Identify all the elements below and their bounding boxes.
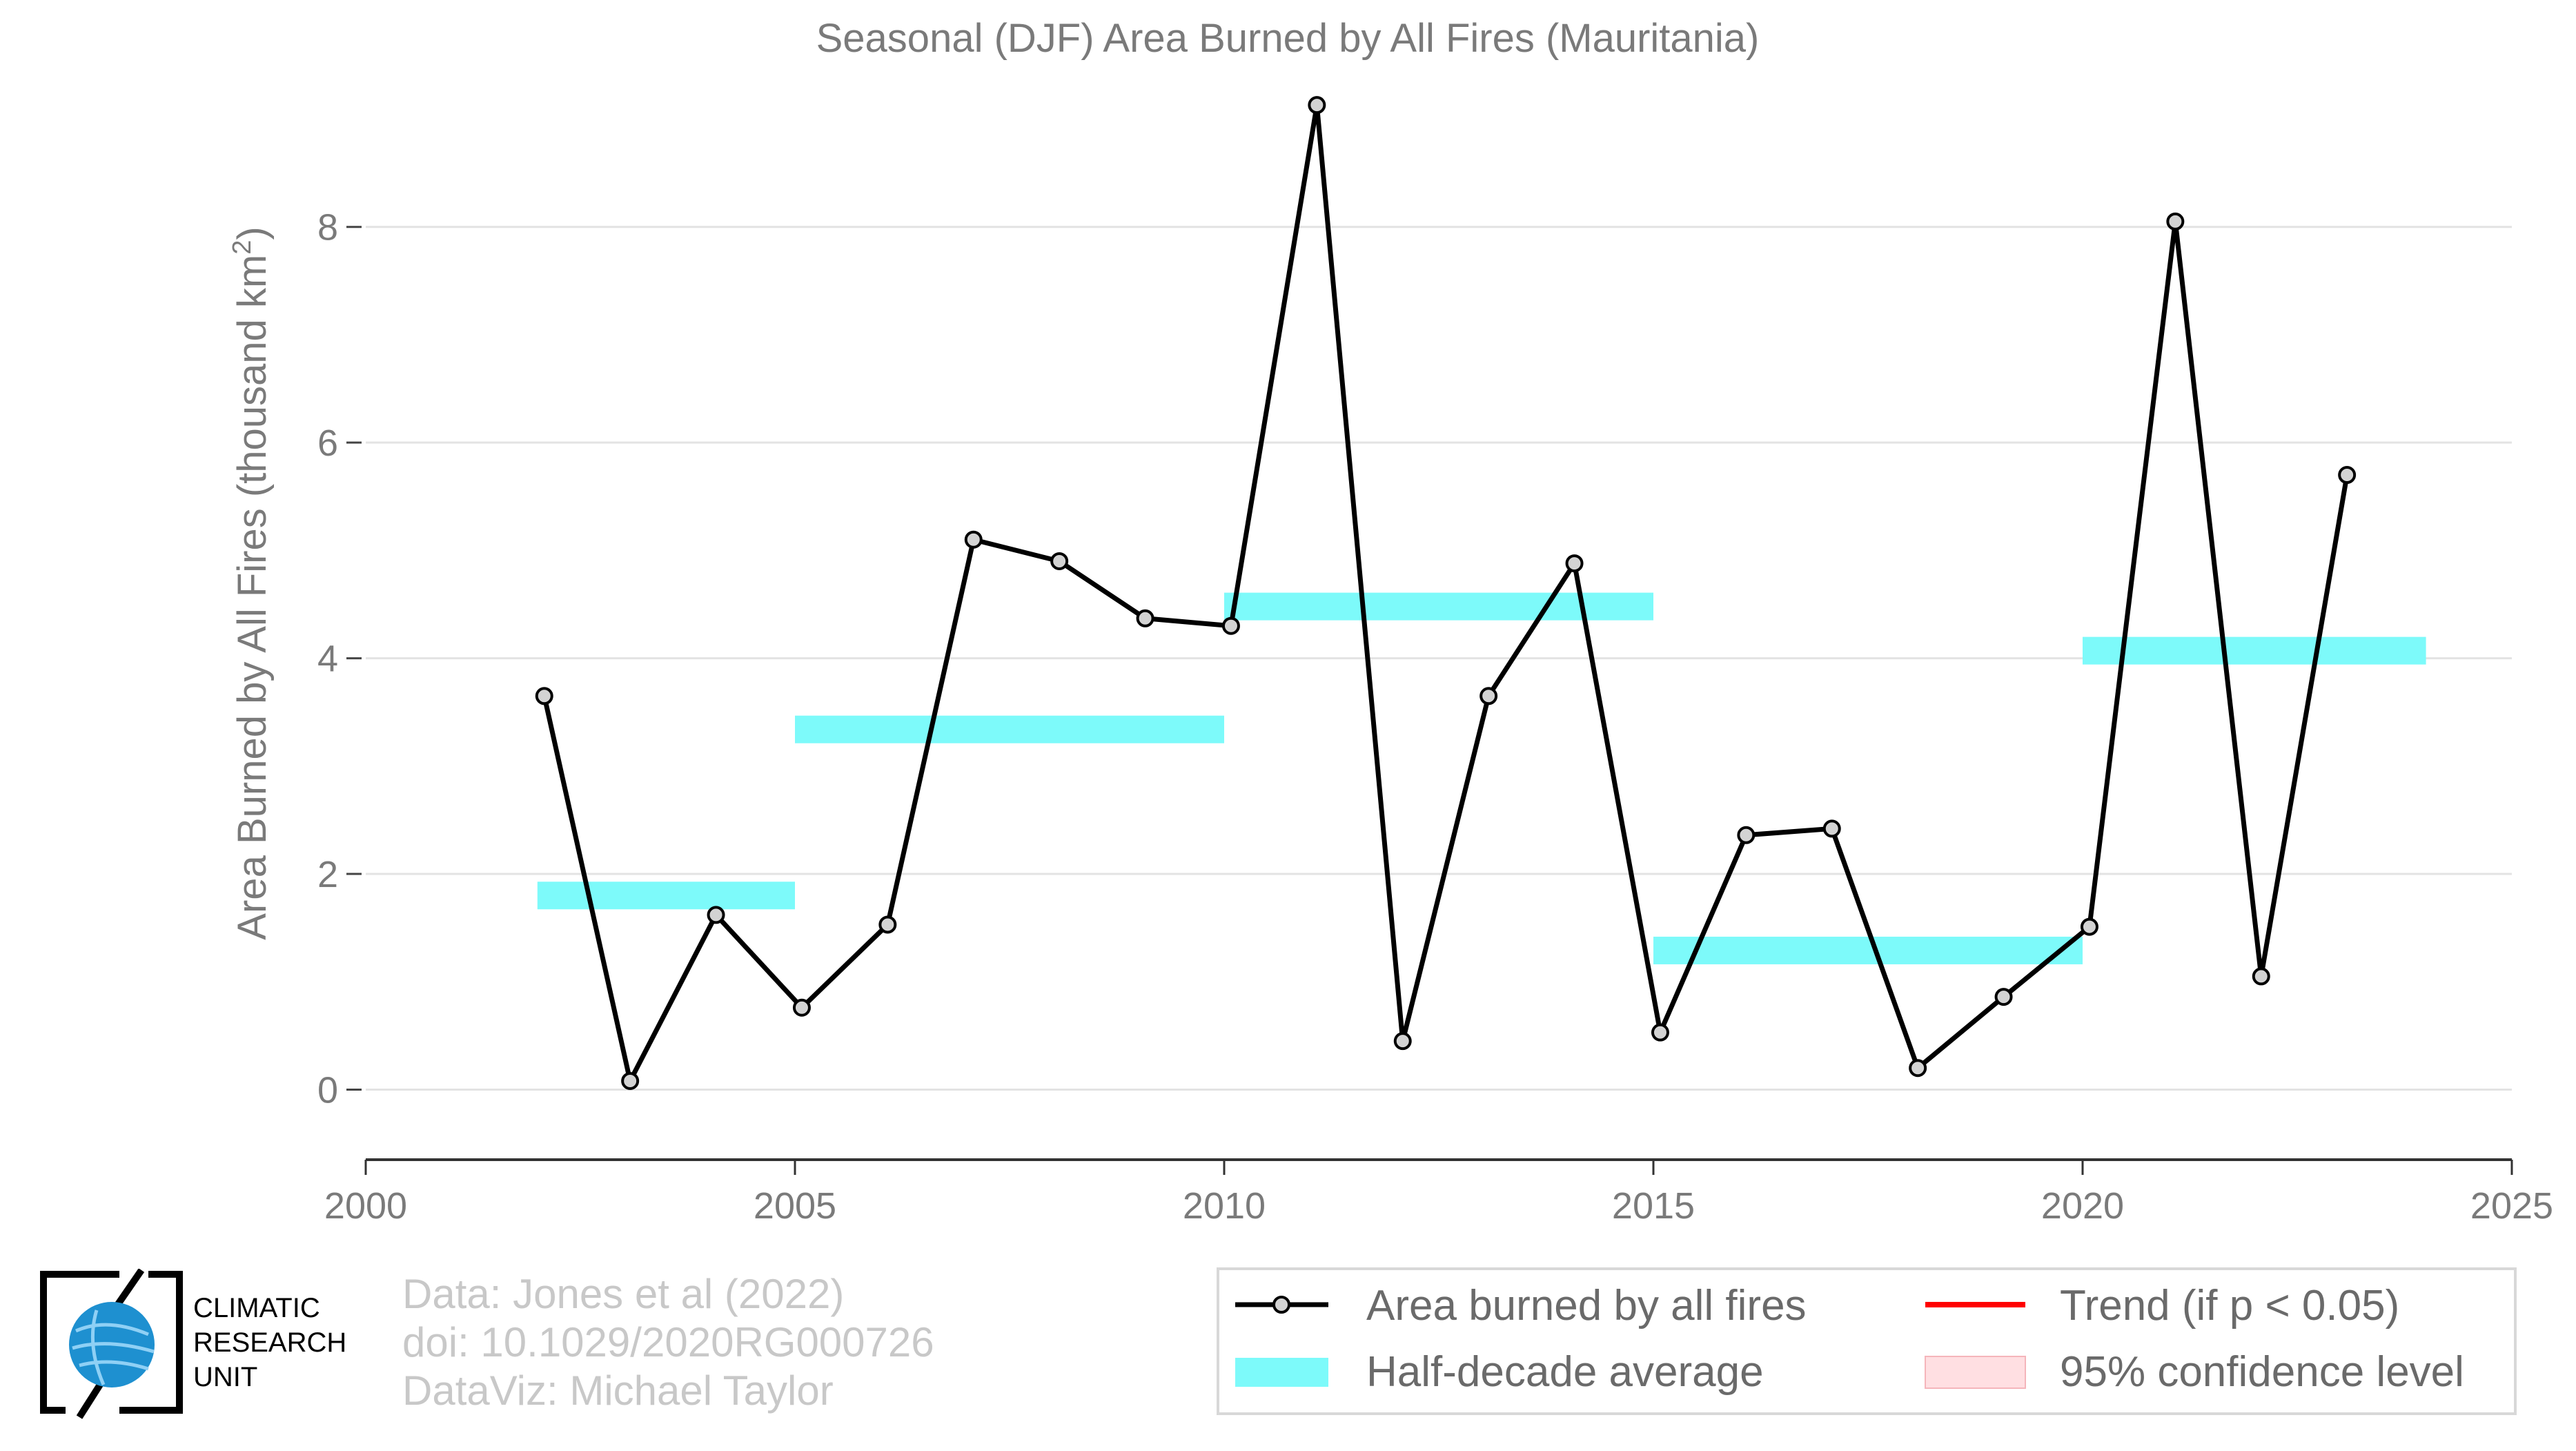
- credits: Data: Jones et al (2022) doi: 10.1029/20…: [402, 1270, 934, 1415]
- half-decade-bar: [2083, 636, 2426, 665]
- x-tick-label: 2025: [2470, 1185, 2553, 1227]
- data-point: [2166, 212, 2185, 231]
- data-point: [621, 1071, 640, 1090]
- logo-text: CLIMATIC RESEARCH UNIT: [193, 1291, 346, 1394]
- half-decade-bars: [537, 592, 2426, 964]
- legend-item-series: Area burned by all fires: [1235, 1282, 1807, 1330]
- legend-label-half-decade: Half-decade average: [1366, 1348, 1764, 1396]
- chart-title: Seasonal (DJF) Area Burned by All Fires …: [816, 16, 1760, 61]
- y-tick-label: 8: [317, 207, 338, 249]
- series-line-group: [535, 96, 2357, 1090]
- cru-logo: [40, 1269, 183, 1419]
- legend-label-confidence: 95% confidence level: [2060, 1348, 2464, 1396]
- y-tick-label: 4: [317, 639, 338, 680]
- half-decade-bar: [537, 882, 795, 910]
- legend-label-series: Area burned by all fires: [1366, 1282, 1807, 1330]
- legend-label-trend: Trend (if p < 0.05): [2060, 1282, 2399, 1330]
- data-point: [1565, 554, 1584, 573]
- x-tick-label: 2010: [1183, 1185, 1266, 1227]
- series-line: [542, 102, 2350, 1084]
- data-point: [707, 906, 725, 924]
- data-point: [1050, 552, 1069, 570]
- half-decade-bar: [1653, 936, 2083, 964]
- data-point: [2338, 466, 2357, 485]
- legend-marker-swatch: [1272, 1296, 1290, 1314]
- data-point: [535, 687, 553, 705]
- legend-box: [1217, 1267, 2517, 1415]
- data-point: [1737, 826, 1756, 844]
- y-tick-label: 0: [317, 1069, 338, 1111]
- data-point: [1994, 988, 2013, 1006]
- data-point: [878, 915, 897, 934]
- data-point: [1136, 609, 1154, 627]
- credit-dataviz: DataViz: Michael Taylor: [402, 1367, 834, 1414]
- legend-confidence-swatch: [1925, 1356, 2026, 1389]
- y-tick-label: 2: [317, 854, 338, 895]
- legend-item-confidence: 95% confidence level: [1925, 1348, 2464, 1396]
- data-point: [964, 530, 983, 549]
- x-tick-label: 2000: [324, 1185, 407, 1227]
- data-point: [1221, 616, 1240, 635]
- legend-half-decade-swatch: [1235, 1358, 1328, 1387]
- data-point: [2252, 967, 2270, 986]
- x-tick-label: 2020: [2041, 1185, 2124, 1227]
- credit-data: Data: Jones et al (2022): [402, 1271, 845, 1317]
- data-point: [2080, 917, 2098, 936]
- globe-lines: [72, 1309, 155, 1385]
- half-decade-bar: [1224, 592, 1653, 621]
- data-point: [1308, 96, 1326, 115]
- data-point: [1479, 687, 1498, 705]
- half-decade-bar: [795, 715, 1224, 743]
- gridlines: [366, 226, 2512, 1091]
- data-point: [1393, 1032, 1412, 1051]
- data-point: [1909, 1059, 1927, 1078]
- y-axis-label: Area Burned by All Fires (thousand km2): [228, 226, 275, 939]
- x-tick-label: 2015: [1612, 1185, 1695, 1227]
- x-tick-label: 2005: [754, 1185, 836, 1227]
- legend-item-half-decade: Half-decade average: [1235, 1348, 1764, 1396]
- data-point: [1651, 1023, 1669, 1042]
- data-point: [1822, 819, 1841, 838]
- logo-line-3: UNIT: [193, 1362, 258, 1392]
- y-tick-label: 6: [317, 422, 338, 464]
- data-point: [792, 998, 811, 1017]
- y-tick-labels: 0 2 4 6 8: [317, 207, 362, 1111]
- credit-doi: doi: 10.1029/2020RG000726: [402, 1319, 934, 1365]
- x-axis: 2000 2005 2010 2015 2020 2025: [324, 1158, 2553, 1227]
- legend: Area burned by all fires Trend (if p < 0…: [1217, 1267, 2517, 1415]
- logo-line-2: RESEARCH: [193, 1327, 347, 1358]
- legend-item-trend: Trend (if p < 0.05): [1925, 1282, 2399, 1330]
- logo-frame: [40, 1271, 183, 1414]
- logo-line-1: CLIMATIC: [193, 1293, 320, 1323]
